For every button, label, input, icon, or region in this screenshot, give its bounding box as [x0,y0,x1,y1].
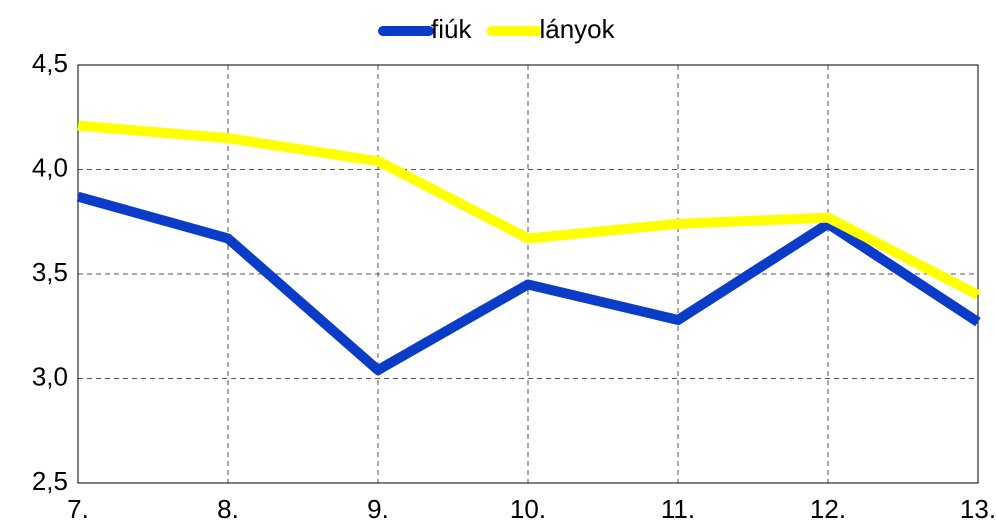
legend-label: fiúk [431,14,472,44]
x-tick-label: 8. [217,494,239,524]
x-tick-label: 11. [661,494,695,524]
data-line [76,191,981,376]
plot-frame [77,64,979,484]
y-tick-label: 4,0 [32,152,68,182]
x-tick-label: 13. [960,494,996,524]
x-tick-label: 10. [510,494,546,524]
x-tick-label: 7. [67,494,89,524]
y-tick-label: 3,0 [32,361,68,391]
y-tick-label: 4,5 [32,48,68,78]
data-line [77,120,981,300]
y-tick-label: 3,5 [32,257,68,287]
x-tick-label: 9. [367,494,389,524]
x-tick-label: 12. [810,494,846,524]
y-tick-label: 2,5 [32,466,68,496]
legend-label: lányok [539,14,615,44]
